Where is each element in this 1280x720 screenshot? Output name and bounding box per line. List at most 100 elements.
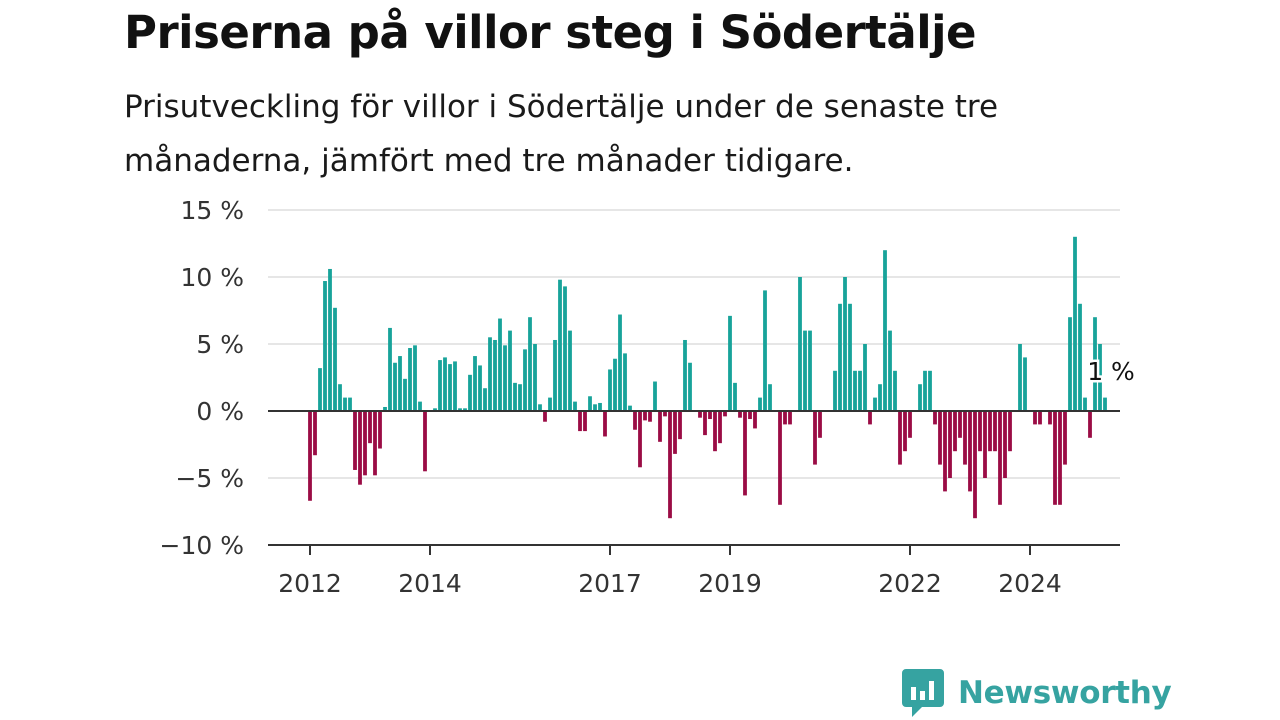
bar-negative bbox=[943, 411, 947, 492]
bar-positive bbox=[928, 370, 932, 411]
bar-positive bbox=[858, 370, 862, 411]
bar-positive bbox=[343, 397, 347, 411]
bar-negative bbox=[603, 411, 607, 437]
y-tick-label: 15 % bbox=[180, 196, 244, 225]
bar-negative bbox=[783, 411, 787, 425]
bar-positive bbox=[473, 356, 477, 411]
bar-positive bbox=[568, 330, 572, 411]
bar-positive bbox=[1068, 317, 1072, 411]
bar-positive bbox=[453, 361, 457, 411]
bar-negative bbox=[673, 411, 677, 454]
bar-negative bbox=[983, 411, 987, 478]
bar-positive bbox=[528, 317, 532, 411]
x-tick-label: 2019 bbox=[698, 569, 762, 598]
bar-positive bbox=[803, 330, 807, 411]
bar-positive bbox=[758, 397, 762, 411]
bar-positive bbox=[623, 353, 627, 411]
brand-logo[interactable]: Newsworthy bbox=[902, 668, 1172, 718]
bar-negative bbox=[953, 411, 957, 452]
bar-positive bbox=[333, 307, 337, 411]
axis-layer bbox=[268, 410, 1120, 555]
bar-positive bbox=[328, 268, 332, 411]
bar-positive bbox=[883, 250, 887, 411]
bar-positive bbox=[488, 337, 492, 411]
bar-negative bbox=[368, 411, 372, 444]
bar-negative bbox=[723, 411, 727, 417]
y-tick-label: 0 % bbox=[196, 397, 244, 426]
bar-negative bbox=[648, 411, 652, 422]
bar-negative bbox=[638, 411, 642, 468]
bar-positive bbox=[413, 345, 417, 411]
bar-positive bbox=[393, 362, 397, 411]
bar-negative bbox=[1048, 411, 1052, 425]
bar-positive bbox=[1083, 397, 1087, 411]
bar-positive bbox=[893, 370, 897, 411]
bar-negative bbox=[753, 411, 757, 429]
bar-negative bbox=[933, 411, 937, 425]
bar-positive bbox=[628, 405, 632, 411]
bar-positive bbox=[433, 408, 437, 411]
bar-negative bbox=[788, 411, 792, 425]
bar-negative bbox=[378, 411, 382, 449]
bar-negative bbox=[813, 411, 817, 465]
bar-positive bbox=[768, 384, 772, 411]
bar-negative bbox=[998, 411, 1002, 505]
bar-negative bbox=[1033, 411, 1037, 425]
bar-positive bbox=[513, 382, 517, 411]
chart-title: Priserna på villor steg i Södertälje bbox=[124, 6, 977, 59]
bar-positive bbox=[873, 397, 877, 411]
bar-negative bbox=[1058, 411, 1062, 505]
bar-positive bbox=[838, 303, 842, 411]
bar-positive bbox=[798, 277, 802, 411]
bar-positive bbox=[593, 404, 597, 411]
bar-negative bbox=[633, 411, 637, 430]
bar-positive bbox=[498, 318, 502, 411]
bar-positive bbox=[1073, 236, 1077, 411]
bar-negative bbox=[908, 411, 912, 438]
bar-positive bbox=[538, 404, 542, 411]
last-value-label: 1 % bbox=[1087, 357, 1135, 386]
bar-negative bbox=[818, 411, 822, 438]
bar-positive bbox=[728, 315, 732, 411]
bar-negative bbox=[968, 411, 972, 492]
bar-positive bbox=[548, 397, 552, 411]
bar-negative bbox=[643, 411, 647, 421]
bar-negative bbox=[743, 411, 747, 496]
bar-negative bbox=[373, 411, 377, 476]
bar-negative bbox=[358, 411, 362, 485]
bar-negative bbox=[668, 411, 672, 519]
bar-negative bbox=[713, 411, 717, 452]
bar-negative bbox=[583, 411, 587, 432]
bar-positive bbox=[553, 339, 557, 411]
bar-positive bbox=[563, 286, 567, 411]
bar-negative bbox=[1063, 411, 1067, 465]
bar-positive bbox=[338, 384, 342, 411]
bar-negative bbox=[973, 411, 977, 519]
x-tick-label: 2017 bbox=[578, 569, 642, 598]
bar-positive bbox=[518, 384, 522, 411]
bar-negative bbox=[658, 411, 662, 442]
grid-layer bbox=[268, 209, 1120, 479]
bar-positive bbox=[573, 401, 577, 411]
bar-positive bbox=[508, 330, 512, 411]
bar-positive bbox=[493, 339, 497, 411]
bar-positive bbox=[848, 303, 852, 411]
bars-layer bbox=[308, 236, 1107, 519]
bar-positive bbox=[458, 408, 462, 411]
bar-positive bbox=[613, 358, 617, 411]
bar-positive bbox=[1093, 317, 1097, 411]
bar-negative bbox=[1003, 411, 1007, 478]
bar-positive bbox=[618, 314, 622, 411]
bar-positive bbox=[923, 370, 927, 411]
bar-positive bbox=[1018, 344, 1022, 411]
x-tick-label: 2024 bbox=[998, 569, 1062, 598]
newsworthy-icon bbox=[902, 669, 944, 717]
bar-positive bbox=[588, 396, 592, 411]
y-tick-label: 10 % bbox=[180, 263, 244, 292]
bar-positive bbox=[763, 290, 767, 411]
bar-positive bbox=[448, 364, 452, 411]
bar-negative bbox=[963, 411, 967, 465]
bar-negative bbox=[423, 411, 427, 472]
x-tick-label: 2022 bbox=[878, 569, 942, 598]
